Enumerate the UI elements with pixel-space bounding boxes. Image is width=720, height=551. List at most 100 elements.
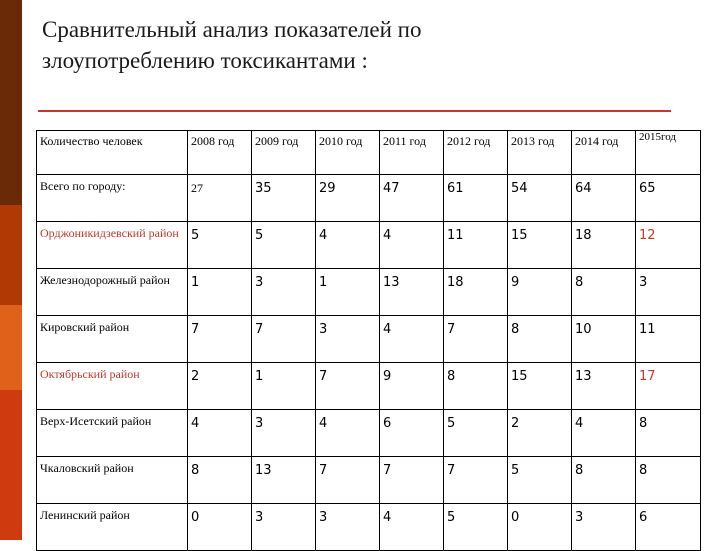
table-row: Ленинский район 0 3 3 4 5 0 3 6 bbox=[36, 503, 701, 551]
value-cell: 11 bbox=[443, 221, 508, 269]
sidebar-block-orange bbox=[0, 305, 22, 390]
district-name-cell: Кировский район bbox=[36, 315, 188, 363]
value-cell: 7 bbox=[379, 456, 444, 504]
value-cell: 6 bbox=[379, 409, 444, 457]
value-cell: 5 bbox=[443, 409, 508, 457]
value-cell: 7 bbox=[315, 456, 380, 504]
district-name-cell: Железнодорожный район bbox=[36, 268, 188, 316]
value-cell: 9 bbox=[379, 362, 444, 410]
title-line-1: Сравнительный анализ показателей по bbox=[42, 17, 422, 42]
value-cell: 1 bbox=[251, 362, 316, 410]
value-cell: 4 bbox=[315, 221, 380, 269]
district-name-cell: Октябрьский район bbox=[36, 362, 188, 410]
value-cell: 8 bbox=[571, 268, 636, 316]
value-cell: 7 bbox=[443, 315, 508, 363]
column-header: 2009 год bbox=[251, 130, 316, 175]
title-line-2: злоупотреблению токсикантами : bbox=[42, 48, 368, 73]
statistics-table: Количество человек 2008 год 2009 год 201… bbox=[36, 130, 701, 551]
table-row: Железнодорожный район 1 3 1 13 18 9 8 3 bbox=[36, 268, 701, 316]
value-cell: 4 bbox=[187, 409, 252, 457]
value-cell: 6 bbox=[635, 503, 701, 551]
value-cell: 0 bbox=[507, 503, 572, 551]
value-cell: 3 bbox=[571, 503, 636, 551]
sidebar-block-dark bbox=[0, 0, 22, 205]
value-cell: 3 bbox=[251, 268, 316, 316]
district-name-cell: Чкаловский район bbox=[36, 456, 188, 504]
value-cell: 2 bbox=[507, 409, 572, 457]
value-cell: 29 bbox=[315, 174, 380, 222]
value-cell: 7 bbox=[187, 315, 252, 363]
value-cell: 1 bbox=[315, 268, 380, 316]
value-cell: 4 bbox=[315, 409, 380, 457]
column-header: 2010 год bbox=[315, 130, 380, 175]
value-cell: 13 bbox=[251, 456, 316, 504]
table-header-row: Количество человек 2008 год 2009 год 201… bbox=[36, 130, 701, 175]
sidebar-block-red bbox=[0, 390, 22, 540]
table-row: Всего по городу: 27 35 29 47 61 54 64 65 bbox=[36, 174, 701, 222]
value-cell: 54 bbox=[507, 174, 572, 222]
value-cell: 61 bbox=[443, 174, 508, 222]
title-underline-rule bbox=[38, 110, 671, 112]
value-cell: 8 bbox=[635, 409, 701, 457]
value-cell: 15 bbox=[507, 221, 572, 269]
value-cell: 8 bbox=[507, 315, 572, 363]
value-cell: 7 bbox=[443, 456, 508, 504]
value-cell: 18 bbox=[443, 268, 508, 316]
value-cell: 8 bbox=[443, 362, 508, 410]
value-cell: 8 bbox=[571, 456, 636, 504]
value-cell: 47 bbox=[379, 174, 444, 222]
table-body: Всего по городу: 27 35 29 47 61 54 64 65 Орджоник… bbox=[36, 174, 701, 551]
table-row: Орджоникидзевский район 5 5 4 4 11 15 18 12 bbox=[36, 221, 701, 269]
column-header: 2011 год bbox=[379, 130, 444, 175]
value-cell: 35 bbox=[251, 174, 316, 222]
value-cell: 5 bbox=[251, 221, 316, 269]
value-cell: 0 bbox=[187, 503, 252, 551]
value-cell: 12 bbox=[635, 221, 701, 269]
district-name-cell: Ленинский район bbox=[36, 503, 188, 551]
value-cell: 3 bbox=[251, 503, 316, 551]
value-cell: 64 bbox=[571, 174, 636, 222]
district-name-cell: Верх-Исетский район bbox=[36, 409, 188, 457]
value-cell: 15 bbox=[507, 362, 572, 410]
value-cell: 3 bbox=[635, 268, 701, 316]
table-row: Октябрьский район 2 1 7 9 8 15 13 17 bbox=[36, 362, 701, 410]
value-cell: 1 bbox=[187, 268, 252, 316]
column-header: 2015год bbox=[635, 130, 701, 175]
sidebar-color-bar bbox=[0, 0, 22, 540]
value-cell: 7 bbox=[315, 362, 380, 410]
table-row: Кировский район 7 7 3 4 7 8 10 11 bbox=[36, 315, 701, 363]
value-cell: 9 bbox=[507, 268, 572, 316]
value-cell: 5 bbox=[443, 503, 508, 551]
value-cell: 2 bbox=[187, 362, 252, 410]
column-header: 2013 год bbox=[507, 130, 572, 175]
value-cell: 13 bbox=[571, 362, 636, 410]
column-header: Количество человек bbox=[36, 130, 188, 175]
value-cell: 65 bbox=[635, 174, 701, 222]
value-cell: 8 bbox=[187, 456, 252, 504]
value-cell: 10 bbox=[571, 315, 636, 363]
value-cell: 3 bbox=[315, 503, 380, 551]
column-header: 2014 год bbox=[571, 130, 636, 175]
table-row: Верх-Исетский район 4 3 4 6 5 2 4 8 bbox=[36, 409, 701, 457]
district-name-cell: Орджоникидзевский район bbox=[36, 221, 188, 269]
district-name-cell: Всего по городу: bbox=[36, 174, 188, 222]
value-cell: 13 bbox=[379, 268, 444, 316]
value-cell: 18 bbox=[571, 221, 636, 269]
page-title: Сравнительный анализ показателей по злоу… bbox=[42, 14, 682, 76]
value-cell: 11 bbox=[635, 315, 701, 363]
value-cell: 17 bbox=[635, 362, 701, 410]
value-cell: 4 bbox=[379, 503, 444, 551]
value-cell: 27 bbox=[187, 174, 252, 222]
value-cell: 8 bbox=[635, 456, 701, 504]
column-header: 2008 год bbox=[187, 130, 252, 175]
value-cell: 7 bbox=[251, 315, 316, 363]
value-cell: 3 bbox=[315, 315, 380, 363]
table-row: Чкаловский район 8 13 7 7 7 5 8 8 bbox=[36, 456, 701, 504]
value-cell: 4 bbox=[379, 221, 444, 269]
value-cell: 4 bbox=[379, 315, 444, 363]
value-cell: 5 bbox=[187, 221, 252, 269]
value-cell: 5 bbox=[507, 456, 572, 504]
value-cell: 4 bbox=[571, 409, 636, 457]
value-cell: 3 bbox=[251, 409, 316, 457]
sidebar-block-rust bbox=[0, 205, 22, 305]
